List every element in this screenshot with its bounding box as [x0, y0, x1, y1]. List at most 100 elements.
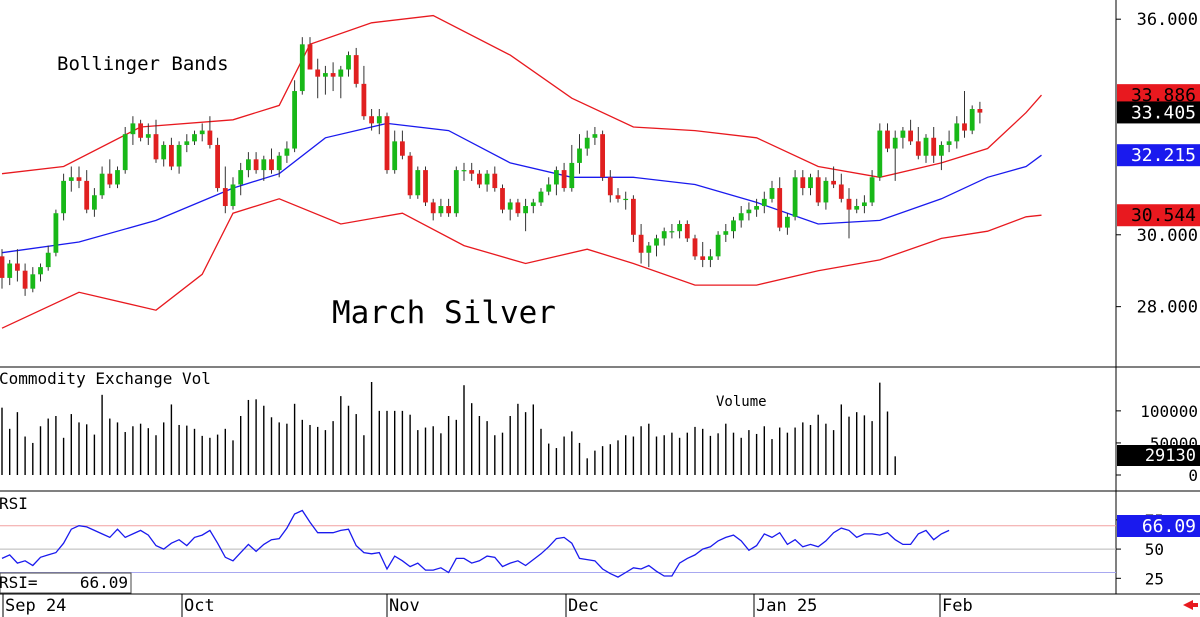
- candle: [15, 249, 20, 282]
- candle-body: [584, 137, 590, 149]
- candle-body: [931, 137, 937, 156]
- candle: [0, 249, 5, 289]
- volume-label: Volume: [716, 394, 767, 410]
- candle: [946, 130, 952, 153]
- candle: [68, 166, 74, 192]
- candle: [76, 166, 82, 189]
- candle: [30, 267, 36, 293]
- price-marker: 33.405: [1117, 101, 1200, 124]
- candle: [954, 116, 960, 149]
- candle-body: [207, 130, 213, 145]
- candle-body: [130, 123, 136, 135]
- candle: [792, 170, 798, 221]
- candle-body: [253, 159, 259, 171]
- candle: [107, 159, 113, 189]
- price-candles: [0, 37, 983, 296]
- chart-title: March Silver: [332, 295, 556, 331]
- candle: [785, 213, 790, 235]
- candle: [122, 126, 128, 174]
- price-tick-label: 28.000: [1137, 298, 1198, 318]
- candle-body: [338, 69, 344, 77]
- volume-panel: Commodity Exchange Vol Volume 1000005000…: [0, 369, 1200, 485]
- candle: [415, 166, 421, 199]
- candle-body: [145, 134, 151, 138]
- candle-body: [392, 141, 398, 171]
- candle: [669, 224, 675, 239]
- candle-body: [15, 263, 20, 271]
- candle: [384, 112, 390, 174]
- candle: [962, 91, 967, 138]
- candle: [738, 206, 744, 228]
- rsi-reference-lines: [0, 525, 1116, 573]
- candle: [615, 188, 621, 203]
- candle: [161, 141, 167, 167]
- candle-body: [677, 224, 682, 232]
- candle-body: [592, 134, 598, 138]
- candle: [138, 119, 143, 142]
- candle: [361, 65, 367, 120]
- candle-body: [661, 231, 667, 239]
- candle-body: [122, 134, 128, 171]
- candle-body: [738, 213, 744, 221]
- candle: [515, 198, 521, 217]
- candle: [199, 123, 205, 142]
- candle-body: [615, 195, 621, 199]
- candle-body: [815, 177, 821, 203]
- band-lower: [1, 198, 1042, 329]
- candle: [169, 137, 174, 171]
- candle: [661, 227, 667, 246]
- candle: [646, 241, 652, 268]
- candle-body: [76, 177, 82, 181]
- candle: [61, 173, 66, 221]
- candle-body: [453, 170, 459, 214]
- candle-body: [915, 141, 921, 156]
- candle: [376, 109, 382, 135]
- candle: [761, 191, 767, 214]
- candle-body: [292, 91, 297, 149]
- candle: [176, 141, 182, 174]
- candle: [99, 166, 105, 199]
- volume-current-marker: 29130: [1117, 445, 1200, 466]
- candle: [438, 198, 444, 217]
- candle-body: [638, 234, 644, 253]
- scroll-left-arrow-icon[interactable]: [1183, 600, 1198, 610]
- candle-body: [99, 173, 105, 196]
- candle-body: [869, 177, 875, 203]
- candle-body: [330, 73, 336, 77]
- candle-body: [84, 180, 90, 210]
- candle: [276, 152, 282, 178]
- candle-body: [731, 220, 736, 232]
- price-tick-label: 30.000: [1137, 226, 1198, 246]
- candle-body: [222, 188, 228, 207]
- price-marker-box: [1117, 144, 1200, 167]
- candle-body: [107, 173, 113, 185]
- candle: [723, 224, 729, 242]
- candle-body: [900, 130, 906, 138]
- candle-body: [507, 202, 513, 210]
- candle-body: [30, 274, 36, 289]
- candle: [654, 234, 659, 257]
- candle: [423, 166, 428, 207]
- candle-body: [862, 202, 867, 207]
- candle: [430, 198, 436, 221]
- candle-body: [38, 267, 43, 275]
- candle-body: [892, 137, 898, 149]
- rsi-tick-label: 50: [1145, 540, 1164, 559]
- candle: [808, 173, 813, 196]
- candle: [777, 177, 783, 232]
- price-marker-box: [1117, 84, 1200, 107]
- candle-body: [7, 263, 13, 278]
- candle: [877, 123, 883, 181]
- candle: [869, 170, 875, 207]
- price-marker-label: 30.544: [1131, 205, 1196, 226]
- candle: [407, 152, 413, 199]
- candle-body: [369, 116, 374, 124]
- bollinger-bands-label: Bollinger Bands: [57, 53, 229, 75]
- candle-body: [461, 170, 467, 172]
- candle-body: [438, 206, 444, 214]
- candle: [607, 170, 613, 203]
- candle: [684, 220, 690, 242]
- candle: [885, 123, 890, 153]
- candle-body: [307, 44, 313, 70]
- candle: [546, 177, 552, 196]
